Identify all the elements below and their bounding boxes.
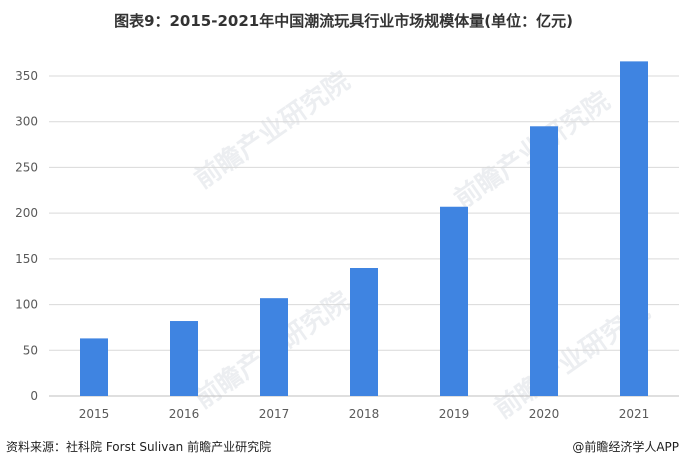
y-tick-label: 250: [15, 160, 38, 174]
x-tick-label: 2018: [349, 407, 380, 421]
bar-2021: [620, 61, 648, 396]
x-tick-label: 2020: [529, 407, 560, 421]
chart-title: 图表9：2015-2021年中国潮流玩具行业市场规模体量(单位：亿元): [114, 12, 573, 30]
bar-2015: [80, 338, 108, 396]
bar-2020: [530, 126, 558, 397]
y-tick-label: 0: [30, 389, 38, 403]
bar-2018: [350, 268, 378, 396]
x-tick-label: 2021: [619, 407, 650, 421]
bar-2019: [440, 206, 468, 396]
bar-2016: [170, 321, 198, 396]
x-tick-label: 2017: [259, 407, 290, 421]
y-tick-label: 150: [15, 252, 38, 266]
x-tick-label: 2019: [439, 407, 470, 421]
bar-2017: [260, 298, 288, 396]
x-tick-label: 2015: [79, 407, 110, 421]
y-tick-label: 200: [15, 206, 38, 220]
y-tick-label: 300: [15, 115, 38, 129]
brand-note: @前瞻经济学人APP: [572, 440, 679, 454]
y-tick-label: 50: [23, 343, 38, 357]
source-note: 资料来源：社科院 Forst Sulivan 前瞻产业研究院: [6, 440, 272, 454]
bar-chart: 0 50 100 150 200 250 300 350 2015 2016 2017 2018 201…: [15, 61, 679, 421]
y-tick-label: 100: [15, 298, 38, 312]
y-tick-label: 350: [15, 69, 38, 83]
x-tick-label: 2016: [169, 407, 200, 421]
